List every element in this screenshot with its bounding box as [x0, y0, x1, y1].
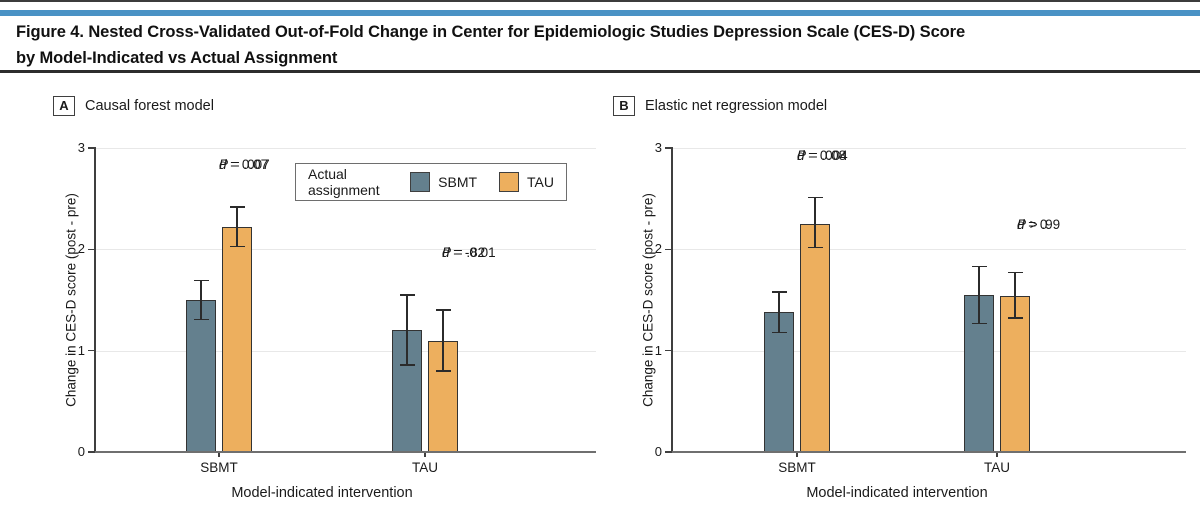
- x-axis-line: [672, 451, 1186, 453]
- legend-item-sbmt: SBMT: [410, 172, 477, 192]
- error-bar-cap-top: [435, 309, 451, 311]
- bar-tau-sbmt: [800, 224, 830, 452]
- y-axis-title: Change in CES-D score (post - pre): [640, 193, 656, 407]
- legend-box: Actual assignment SBMT TAU: [295, 163, 567, 201]
- sbmt-color-swatch: [410, 172, 431, 192]
- panel-a-title: Causal forest model: [85, 97, 214, 114]
- x-tick-sbmt: [218, 452, 220, 457]
- error-bar-line: [778, 291, 780, 333]
- y-tick-1: [665, 349, 671, 352]
- error-bar-cap-bottom: [193, 318, 209, 320]
- x-category-label-tau: TAU: [984, 460, 1010, 475]
- top-rule: [0, 0, 1200, 2]
- grid-line-3: [95, 148, 596, 149]
- error-bar-cap-top: [807, 196, 823, 199]
- error-bar-line: [978, 266, 980, 324]
- bar-tau-sbmt: [222, 227, 252, 452]
- error-bar-cap-bottom: [229, 245, 245, 248]
- y-tick-1: [88, 349, 94, 352]
- legend-item-tau: TAU: [499, 172, 554, 192]
- x-tick-sbmt: [796, 452, 798, 457]
- error-bar-line: [236, 206, 238, 247]
- title-divider-rule: [0, 70, 1200, 73]
- y-tick-label-1: 1: [77, 342, 85, 358]
- panel-b-title: Elastic net regression model: [645, 97, 828, 114]
- bar-sbmt-sbmt: [764, 312, 794, 452]
- error-bar-cap-bottom: [771, 331, 787, 334]
- error-bar-cap-top: [229, 206, 245, 208]
- figure-title-line2: by Model-Indicated vs Actual Assignment: [16, 49, 338, 67]
- grid-line-2: [95, 249, 596, 251]
- error-bar-cap-top: [399, 294, 415, 296]
- y-tick-label-2: 2: [654, 241, 662, 257]
- panel-b-header: B Elastic net regression model: [613, 95, 827, 116]
- y-axis-title: Change in CES-D score (post - pre): [63, 193, 79, 407]
- y-tick-label-2: 2: [77, 241, 85, 257]
- error-bar-line: [200, 280, 202, 320]
- y-axis-line: [94, 147, 96, 453]
- grid-line-3: [672, 148, 1186, 149]
- x-category-label-sbmt: SBMT: [778, 460, 816, 475]
- bar-tau-tau: [1000, 295, 1030, 452]
- panel-a-header: A Causal forest model: [53, 95, 214, 116]
- error-bar-line: [442, 310, 444, 371]
- x-category-label-sbmt: SBMT: [200, 460, 238, 475]
- grid-line-1: [95, 350, 596, 352]
- y-axis-line: [671, 147, 673, 453]
- tau-color-swatch: [499, 172, 520, 192]
- y-tick-label-0: 0: [654, 444, 662, 459]
- error-bar-cap-top: [771, 291, 787, 293]
- bar-sbmt-tau: [392, 330, 422, 452]
- error-bar-line: [1014, 272, 1016, 319]
- y-tick-label-3: 3: [654, 140, 662, 155]
- error-bar-line: [406, 294, 408, 365]
- y-tick-label-1: 1: [654, 342, 662, 358]
- x-axis-title: Model-indicated intervention: [806, 485, 988, 501]
- y-tick-2: [665, 248, 671, 251]
- error-bar-cap-top: [971, 265, 987, 268]
- error-bar-line: [814, 197, 816, 248]
- x-axis-line: [95, 451, 596, 453]
- x-axis-title: Model-indicated intervention: [231, 485, 413, 501]
- error-bar-cap-bottom: [971, 322, 987, 325]
- y-tick-label-3: 3: [77, 140, 85, 155]
- y-tick-0: [88, 451, 94, 453]
- figure-title-line1: Figure 4. Nested Cross-Validated Out-of-…: [16, 23, 966, 41]
- error-bar-cap-top: [193, 279, 209, 282]
- error-bar-cap-top: [1007, 271, 1023, 274]
- panel-b-letter-box: B: [613, 95, 635, 116]
- legend-label-sbmt: SBMT: [438, 174, 478, 190]
- error-bar-cap-bottom: [1007, 317, 1023, 319]
- x-tick-tau: [424, 452, 426, 457]
- accent-blue-rule: [0, 10, 1200, 16]
- x-tick-tau: [996, 452, 998, 457]
- error-bar-cap-bottom: [435, 370, 451, 372]
- legend-title: Actual assignment: [308, 166, 380, 198]
- y-tick-2: [88, 248, 94, 251]
- error-bar-cap-bottom: [807, 246, 823, 249]
- grid-line-2: [672, 249, 1186, 251]
- y-tick-label-0: 0: [77, 444, 85, 459]
- grid-line-1: [672, 350, 1186, 352]
- x-category-label-tau: TAU: [412, 460, 438, 475]
- y-tick-3: [665, 147, 671, 149]
- figure-title: Figure 4. Nested Cross-Validated Out-of-…: [16, 19, 1176, 71]
- panel-a-letter-box: A: [53, 95, 75, 116]
- y-tick-0: [665, 451, 671, 453]
- legend-label-tau: TAU: [527, 174, 554, 190]
- bar-sbmt-sbmt: [186, 300, 216, 452]
- error-bar-cap-bottom: [399, 364, 415, 366]
- y-tick-3: [88, 147, 94, 149]
